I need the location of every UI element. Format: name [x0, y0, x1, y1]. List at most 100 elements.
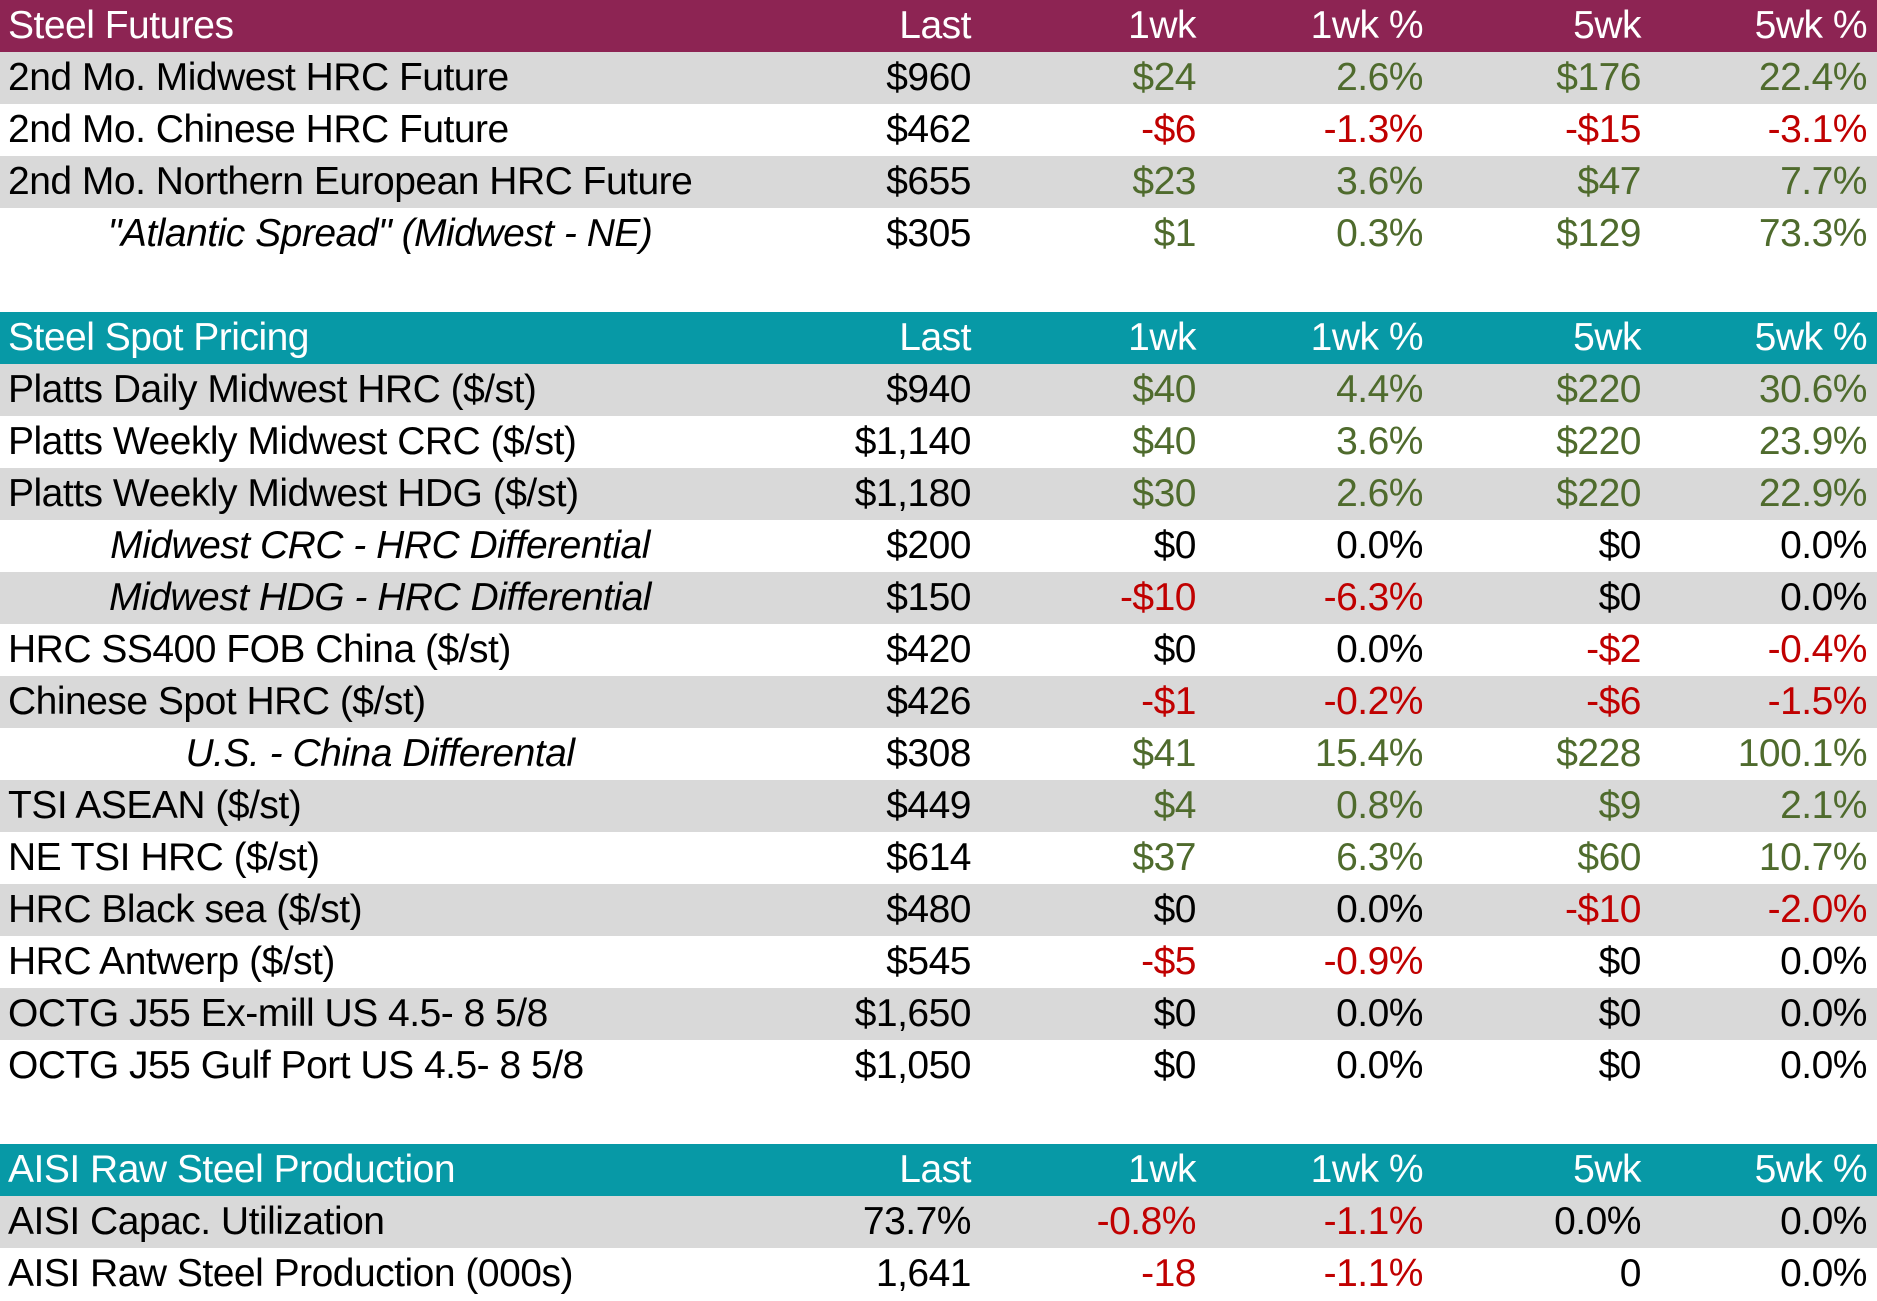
cell-1wk: $23: [1132, 160, 1196, 203]
cell-last: $462: [886, 108, 971, 151]
column-header-5wk: 5wk %: [1754, 4, 1868, 47]
cell-5wk-pct: -3.1%: [1767, 108, 1868, 151]
row-label: Platts Weekly Midwest HDG ($/st): [8, 472, 579, 515]
cell-5wk-pct: 22.4%: [1758, 56, 1868, 99]
cell-last: $1,140: [854, 420, 972, 463]
cell-1wk-pct: 2.6%: [1336, 56, 1423, 99]
cell-5wk: $9: [1598, 784, 1642, 827]
table-row: HRC SS400 FOB China ($/st) $420 $0 0.0% -$2 -…: [0, 624, 1877, 676]
table-row: NE TSI HRC ($/st) $614 $37 6.3% $60 10.7%: [0, 832, 1877, 884]
cell-1wk-pct: 0.8%: [1336, 784, 1423, 827]
section-title: Steel Futures: [8, 4, 234, 47]
cell-5wk-pct: -1.5%: [1767, 680, 1868, 723]
cell-1wk-pct: 0.0%: [1336, 992, 1423, 1035]
table-row: 2nd Mo. Chinese HRC Future $462 -$6 -1.3% -$…: [0, 104, 1877, 156]
cell-5wk: $60: [1577, 836, 1641, 879]
column-header-5wk: 5wk: [1573, 1148, 1641, 1191]
section-title: AISI Raw Steel Production: [8, 1148, 456, 1191]
cell-5wk-pct: 0.0%: [1780, 1252, 1867, 1295]
table-row: "Atlantic Spread" (Midwest - NE) $305 $1 0.…: [0, 208, 1877, 260]
row-label: OCTG J55 Ex-mill US 4.5- 8 5/8: [8, 992, 548, 1035]
cell-1wk: $4: [1153, 784, 1197, 827]
cell-5wk: $220: [1556, 472, 1641, 515]
row-label: AISI Raw Steel Production (000s): [8, 1252, 573, 1295]
cell-1wk-pct: -0.9%: [1323, 940, 1424, 983]
cell-last: $420: [886, 628, 971, 671]
cell-5wk-pct: 30.6%: [1758, 368, 1868, 411]
table-row: HRC Black sea ($/st) $480 $0 0.0% -$10 -2.0%: [0, 884, 1877, 936]
cell-1wk-pct: 15.4%: [1314, 732, 1424, 775]
column-header-5wk: 5wk %: [1754, 316, 1868, 359]
cell-5wk-pct: 0.0%: [1780, 576, 1867, 619]
column-header-1wk: 1wk: [1128, 316, 1196, 359]
cell-5wk-pct: 0.0%: [1780, 1200, 1867, 1243]
column-header-5wk: 5wk %: [1754, 1148, 1868, 1191]
column-header-5wk: 5wk: [1573, 316, 1641, 359]
row-label: NE TSI HRC ($/st): [8, 836, 320, 879]
column-header-1wk: 1wk %: [1310, 1148, 1424, 1191]
cell-last: $655: [886, 160, 971, 203]
cell-last: $940: [886, 368, 971, 411]
row-label: Midwest HDG - HRC Differential: [109, 576, 651, 619]
cell-5wk-pct: 2.1%: [1780, 784, 1867, 827]
cell-5wk: -$6: [1586, 680, 1641, 723]
table-row: Midwest CRC - HRC Differential $200 $0 0.0%…: [0, 520, 1877, 572]
row-label: OCTG J55 Gulf Port US 4.5- 8 5/8: [8, 1044, 584, 1087]
table-row: Platts Daily Midwest HRC ($/st) $940 $40 4.…: [0, 364, 1877, 416]
cell-5wk-pct: -0.4%: [1767, 628, 1868, 671]
cell-5wk-pct: 7.7%: [1780, 160, 1867, 203]
cell-last: 73.7%: [862, 1200, 972, 1243]
cell-1wk-pct: 0.0%: [1336, 1044, 1423, 1087]
cell-1wk-pct: 0.0%: [1336, 628, 1423, 671]
table-row: OCTG J55 Gulf Port US 4.5- 8 5/8 $1,050 $0…: [0, 1040, 1877, 1092]
cell-last: 1,641: [875, 1252, 972, 1295]
steel-spot-pricing-table: Steel Spot Pricing Last 1wk 1wk % 5wk 5wk % Pl…: [0, 312, 1877, 1092]
cell-1wk-pct: 0.3%: [1336, 212, 1423, 255]
cell-1wk: $0: [1153, 524, 1197, 567]
cell-5wk: $228: [1556, 732, 1641, 775]
cell-5wk: $0: [1598, 576, 1642, 619]
cell-last: $200: [886, 524, 971, 567]
section-gap: [0, 260, 1877, 312]
cell-5wk-pct: 0.0%: [1780, 940, 1867, 983]
cell-1wk: $0: [1153, 628, 1197, 671]
cell-5wk: $0: [1598, 524, 1642, 567]
cell-1wk-pct: 3.6%: [1336, 160, 1423, 203]
column-header-last: Last: [899, 316, 971, 359]
row-label: 2nd Mo. Northern European HRC Future: [8, 160, 693, 203]
cell-1wk: -$1: [1141, 680, 1196, 723]
cell-5wk-pct: 22.9%: [1758, 472, 1868, 515]
cell-5wk-pct: 10.7%: [1758, 836, 1868, 879]
column-header-5wk: 5wk: [1573, 4, 1641, 47]
column-header-1wk: 1wk: [1128, 4, 1196, 47]
cell-last: $614: [886, 836, 971, 879]
cell-1wk: $0: [1153, 888, 1197, 931]
cell-last: $1,050: [854, 1044, 972, 1087]
cell-5wk: $47: [1577, 160, 1641, 203]
cell-5wk: $0: [1598, 1044, 1642, 1087]
cell-1wk-pct: 4.4%: [1336, 368, 1423, 411]
cell-last: $308: [886, 732, 971, 775]
steel-futures-table: Steel Futures Last 1wk 1wk % 5wk 5wk % 2nd Mo.…: [0, 0, 1877, 260]
cell-5wk-pct: -2.0%: [1767, 888, 1868, 931]
row-label: HRC Antwerp ($/st): [8, 940, 335, 983]
cell-5wk-pct: 23.9%: [1758, 420, 1868, 463]
cell-1wk: -$6: [1141, 108, 1196, 151]
cell-5wk: $176: [1556, 56, 1641, 99]
column-header-1wk: 1wk: [1128, 1148, 1196, 1191]
cell-1wk: -18: [1141, 1252, 1196, 1295]
cell-1wk-pct: 2.6%: [1336, 472, 1423, 515]
row-label: HRC SS400 FOB China ($/st): [8, 628, 511, 671]
section-gap: [0, 1092, 1877, 1144]
cell-1wk: $1: [1153, 212, 1197, 255]
table-row: U.S. - China Differental $308 $41 15.4% $228…: [0, 728, 1877, 780]
cell-1wk-pct: -6.3%: [1323, 576, 1424, 619]
column-header-last: Last: [899, 4, 971, 47]
cell-1wk: $41: [1132, 732, 1196, 775]
row-label: 2nd Mo. Midwest HRC Future: [8, 56, 509, 99]
cell-5wk: -$10: [1564, 888, 1642, 931]
row-label: U.S. - China Differental: [185, 732, 576, 775]
table-row: TSI ASEAN ($/st) $449 $4 0.8% $9 2.1%: [0, 780, 1877, 832]
cell-1wk: $0: [1153, 1044, 1197, 1087]
